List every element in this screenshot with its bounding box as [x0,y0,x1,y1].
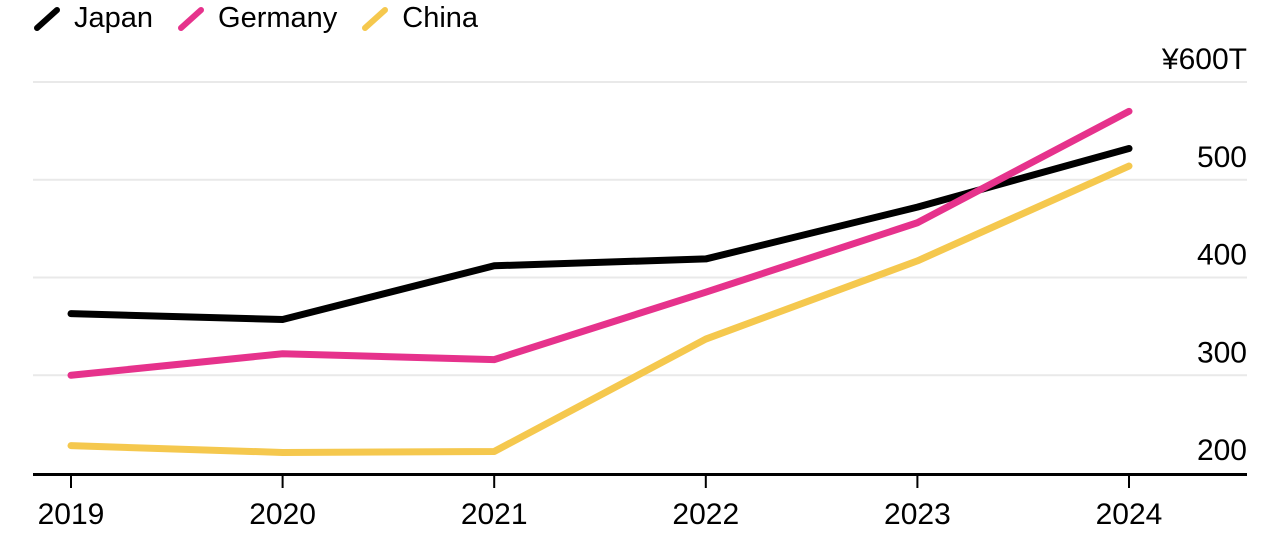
x-axis-label-2019: 2019 [38,498,105,531]
x-axis-label-2023: 2023 [884,498,951,531]
y-axis-label-200: 200 [1197,434,1247,467]
series-line-japan [67,144,1133,324]
legend-swatch-icon [34,6,60,31]
x-axis-label-2020: 2020 [249,498,316,531]
legend-label: Japan [74,2,154,34]
x-axis-label-2022: 2022 [672,498,739,531]
y-axis-label-500: 500 [1197,141,1247,174]
legend-item-germany: Germany [177,4,337,33]
legend-label: Germany [218,2,338,34]
legend-swatch-icon [178,6,205,31]
x-axis-label-2024: 2024 [1096,498,1163,531]
y-axis-label-400: 400 [1197,239,1247,272]
legend-swatch-icon [362,6,389,31]
y-axis-label-300: 300 [1197,336,1247,369]
series-line-germany [67,107,1133,379]
legend-item-china: China [361,4,478,33]
y-axis-label-600: ¥600T [1161,43,1247,76]
series-line-china [67,162,1133,456]
legend-item-japan: Japan [33,4,153,33]
legend-label: China [402,2,479,34]
chart-legend: Japan Germany China [33,4,502,33]
x-axis-label-2021: 2021 [461,498,528,531]
